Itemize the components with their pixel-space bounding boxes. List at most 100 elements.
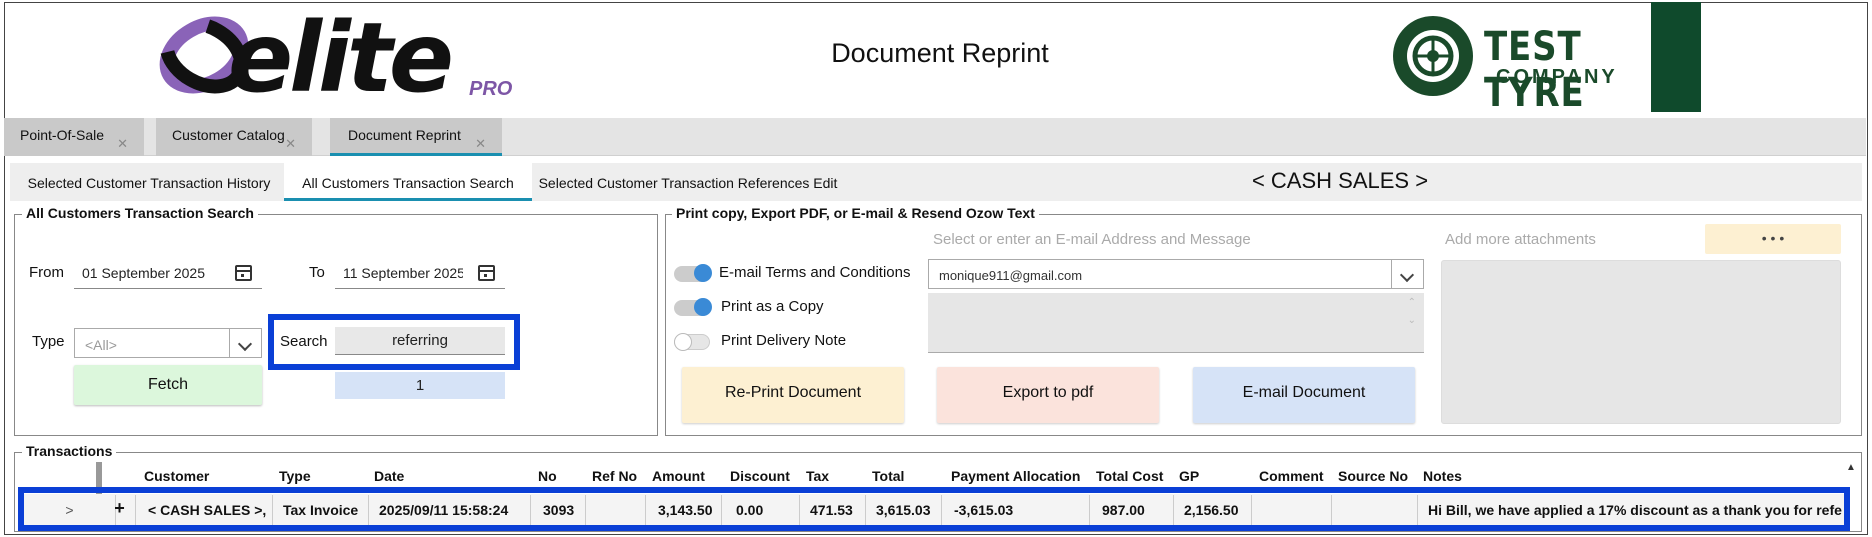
to-date-value: 11 September 2025 (343, 265, 463, 281)
close-icon[interactable]: ✕ (117, 136, 128, 151)
email-hint: Select or enter an E-mail Address and Me… (933, 231, 1251, 248)
fetch-button[interactable]: Fetch (74, 365, 262, 405)
email-document-button[interactable]: E-mail Document (1193, 367, 1415, 423)
page-title: Document Reprint (831, 38, 1049, 68)
tab-label: Customer Catalog (172, 127, 285, 143)
from-date-field[interactable]: 01 September 2025 (74, 259, 262, 289)
elite-swirl-icon (159, 16, 249, 94)
search-input[interactable]: referring (335, 327, 505, 355)
tab-document-reprint[interactable]: Document Reprint ✕ (330, 118, 502, 156)
transactions-legend: Transactions (22, 443, 117, 459)
delivery-note-toggle[interactable] (674, 333, 710, 351)
transactions-panel (14, 452, 1862, 532)
col-total-cost[interactable]: Total Cost (1096, 468, 1164, 484)
scroll-up-icon[interactable]: ⌃ (1407, 297, 1416, 308)
from-date-value: 01 September 2025 (82, 265, 205, 281)
col-payment-allocation[interactable]: Payment Allocation (951, 468, 1081, 484)
print-panel-legend: Print copy, Export PDF, or E-mail & Rese… (672, 205, 1039, 221)
table-row[interactable] (24, 494, 1844, 526)
company-name-line2: COMPANY (1496, 66, 1618, 88)
attachments-area[interactable] (1441, 260, 1841, 424)
search-label: Search (280, 333, 328, 350)
search-highlight (268, 314, 520, 370)
tab-references-edit[interactable]: Selected Customer Transaction References… (538, 175, 838, 191)
calendar-icon[interactable] (235, 265, 252, 281)
tab-point-of-sale[interactable]: Point-Of-Sale ✕ (4, 118, 144, 156)
company-name-line1: TEST TYRE (1484, 24, 1585, 116)
cell-comment (1252, 495, 1332, 525)
cell-customer: < CASH SALES >, (136, 495, 273, 525)
search-panel-legend: All Customers Transaction Search (22, 205, 258, 221)
cell-payment-allocation: -3,615.03 (942, 495, 1090, 525)
cell-date: 2025/09/11 15:58:24 (369, 495, 531, 525)
to-date-field[interactable]: 11 September 2025 (335, 259, 505, 289)
scroll-up-icon[interactable]: ▲ (1846, 462, 1856, 473)
elite-logo: elite PRO (154, 2, 514, 114)
cell-total-cost: 987.00 (1090, 495, 1174, 525)
reprint-button[interactable]: Re-Print Document (682, 367, 904, 423)
col-gp[interactable]: GP (1179, 468, 1200, 484)
close-icon[interactable]: ✕ (285, 136, 296, 151)
print-panel (665, 214, 1862, 436)
brand-color-block (1651, 2, 1701, 112)
email-terms-toggle[interactable] (674, 264, 712, 282)
col-total[interactable]: Total (872, 468, 905, 484)
tab-customer-catalog[interactable]: Customer Catalog ✕ (156, 118, 312, 156)
attachments-hint: Add more attachments (1445, 231, 1596, 248)
email-address-value: monique911@gmail.com (939, 268, 1083, 283)
chevron-down-icon[interactable] (229, 329, 261, 357)
type-label: Type (32, 333, 65, 350)
cell-tax: 471.53 (800, 495, 866, 525)
result-count: 1 (335, 372, 505, 399)
to-label: To (309, 264, 325, 281)
calendar-icon[interactable] (478, 265, 495, 281)
sub-tab-bar: Selected Customer Transaction History Al… (10, 163, 1862, 201)
col-amount[interactable]: Amount (652, 468, 705, 484)
col-discount[interactable]: Discount (730, 468, 790, 484)
col-notes[interactable]: Notes (1423, 468, 1462, 484)
close-icon[interactable]: ✕ (475, 136, 486, 151)
tab-label: Document Reprint (348, 127, 461, 143)
row-add-icon[interactable]: + (104, 495, 136, 525)
cell-notes: Hi Bill, we have applied a 17% discount … (1428, 502, 1842, 518)
cell-gp: 2,156.50 (1174, 495, 1252, 525)
brand-sub: PRO (469, 78, 513, 100)
tab-selected-customer-history[interactable]: Selected Customer Transaction History (27, 175, 271, 191)
email-terms-label: E-mail Terms and Conditions (719, 264, 911, 281)
cell-amount: 3,143.50 (646, 495, 722, 525)
tab-all-customers-search[interactable]: All Customers Transaction Search (284, 163, 532, 201)
email-message-textarea[interactable]: ⌃ ⌄ (928, 293, 1424, 353)
chevron-down-icon[interactable] (1391, 260, 1423, 288)
from-label: From (29, 264, 64, 281)
cell-no: 3093 (531, 495, 586, 525)
type-value: <All> (85, 337, 117, 353)
col-no[interactable]: No (538, 468, 557, 484)
col-tax[interactable]: Tax (806, 468, 830, 484)
more-attachments-button[interactable]: • • • (1705, 224, 1841, 254)
print-copy-label: Print as a Copy (721, 298, 824, 315)
scroll-down-icon[interactable]: ⌄ (1407, 315, 1416, 326)
tyre-icon (1393, 16, 1473, 96)
col-source-no[interactable]: Source No (1338, 468, 1409, 484)
delivery-note-label: Print Delivery Note (721, 332, 847, 349)
row-highlight (18, 487, 1850, 531)
brand-name: elite (228, 2, 454, 114)
print-copy-toggle[interactable] (674, 298, 712, 316)
col-comment[interactable]: Comment (1259, 468, 1324, 484)
export-pdf-button[interactable]: Export to pdf (937, 367, 1159, 423)
col-ref-no[interactable]: Ref No (592, 468, 638, 484)
col-customer[interactable]: Customer (144, 468, 210, 484)
type-select[interactable]: <All> (74, 328, 262, 358)
col-type[interactable]: Type (279, 468, 311, 484)
email-address-select[interactable]: monique911@gmail.com (928, 259, 1424, 289)
tab-label: Point-Of-Sale (20, 127, 105, 143)
main-tab-bar: Point-Of-Sale ✕ Customer Catalog ✕ Docum… (4, 118, 1866, 156)
cell-source-no (1332, 495, 1418, 525)
row-expand-icon[interactable]: > (24, 495, 116, 525)
search-panel (14, 214, 658, 436)
grid-header-separator (96, 462, 102, 494)
col-date[interactable]: Date (374, 468, 405, 484)
company-logo: TEST TYRE COMPANY (1386, 14, 1626, 116)
cell-total: 3,615.03 (866, 495, 942, 525)
cell-type: Tax Invoice (273, 495, 369, 525)
